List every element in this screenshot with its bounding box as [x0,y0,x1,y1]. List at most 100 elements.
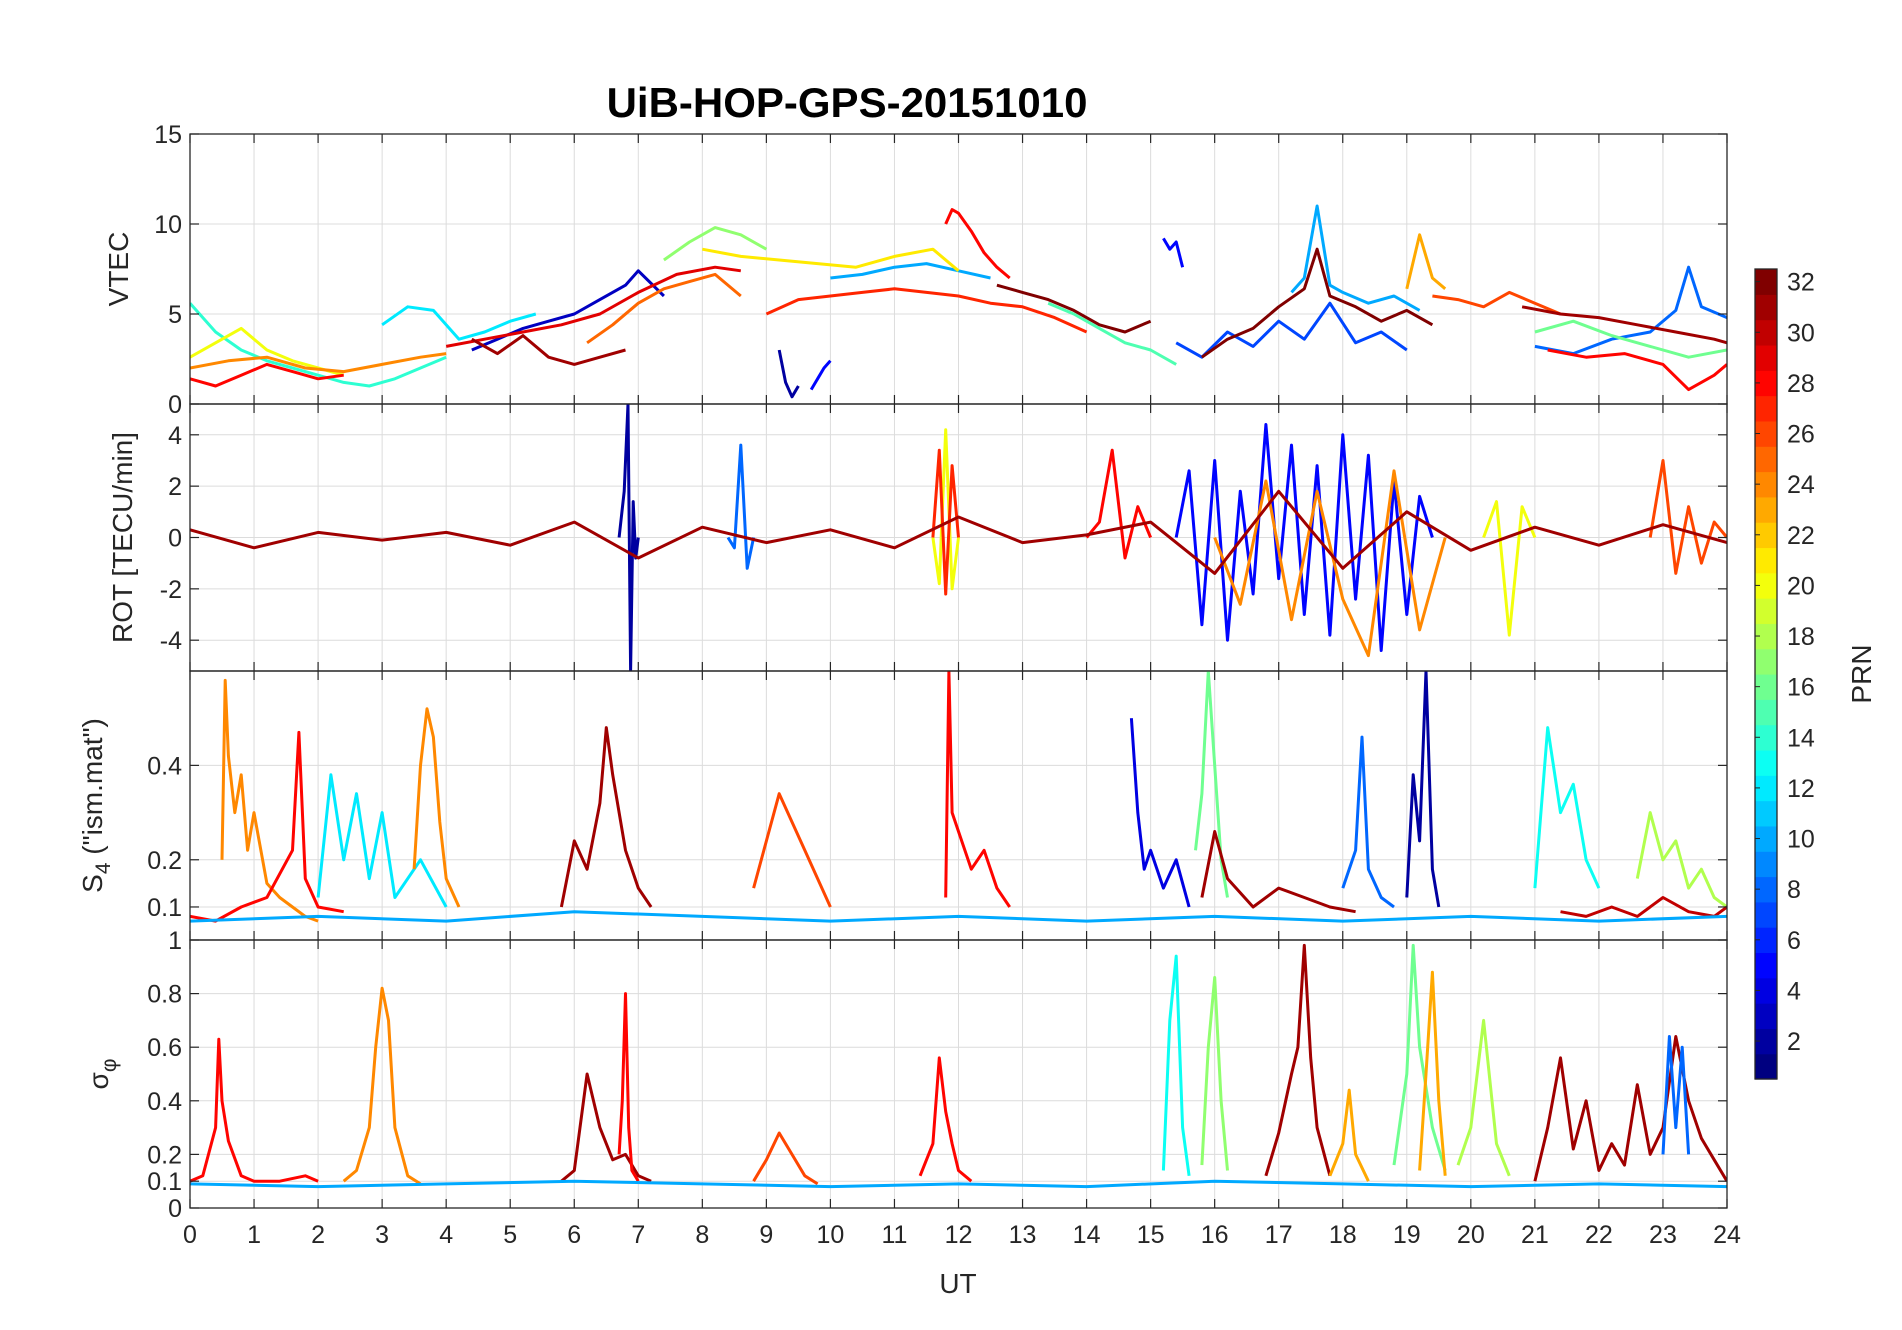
sigma_phi-series-prn-31-13 [1533,1035,1727,1182]
xtick-label: 1 [247,1221,261,1249]
panel-rot: -4 -2 0 2 4 ROT [TECU/min] [107,403,1728,672]
vtec-series-group [190,204,1727,399]
rot-series-prn-20-2 [931,428,960,591]
colorbar-segment [1755,724,1777,751]
xtick-label: 4 [439,1221,453,1249]
xtick-label: 11 [881,1221,907,1249]
colorbar-segment [1755,1028,1777,1055]
s4-series-prn-28-1 [190,730,344,923]
vtec-series-prn-8-21 [1534,265,1727,356]
colorbar-segment [1755,977,1777,1004]
colorbar-segment [1755,901,1777,928]
colorbar-label: PRN [1846,644,1877,703]
xtick-label: 15 [1137,1221,1165,1249]
xtick-label: 8 [695,1221,709,1249]
sigma_phi-ytick-label: 1 [168,927,182,955]
colorbar-segment [1755,522,1777,549]
colorbar-segment [1755,269,1777,295]
colorbar-tick-label: 8 [1787,876,1801,904]
vtec-series-prn-32-15 [996,283,1152,334]
s4-series-prn-10-15 [190,910,1727,923]
rot-series-prn-28-4 [1085,448,1152,560]
s4-series-prn-18-13 [1635,811,1727,909]
colorbar-segment [1755,1003,1777,1029]
vtec-series-prn-31-14 [471,334,626,366]
xtick-label: 22 [1585,1221,1613,1249]
colorbar-tick-label: 32 [1787,269,1815,297]
xtick-label: 18 [1329,1221,1357,1249]
colorbar-tick-label: 24 [1787,471,1815,499]
colorbar-segment [1755,395,1777,422]
sigma_phi-ytick-label: 0.1 [147,1168,182,1196]
vtec-series-prn-12-3 [381,305,537,341]
x-axis: 0 1 2 3 4 5 6 7 8 9 10 11 12 13 14 15 16 17 18 19 20 21 22 23 24 [183,1221,1741,1249]
vtec-series-prn-5-27 [1162,237,1185,268]
vtec-series-prn-27-10 [765,287,1088,334]
sigma_phi-series-prn-23-11 [1418,970,1447,1176]
sigma_phi-series-group [190,943,1727,1189]
s4-series-prn-8-10 [1341,735,1395,909]
vtec-series-prn-21-7 [702,247,960,272]
sigma_phi-ytick-label: 0.4 [147,1088,182,1116]
vtec-series-prn-26-19 [1432,290,1562,316]
colorbar-segment [1755,547,1777,574]
colorbar-segment [1755,749,1777,776]
xtick-label: 17 [1265,1221,1293,1249]
vtec-series-prn-2-25 [777,349,800,399]
rot-series-prn-20-7 [1482,500,1537,637]
vtec-series-prn-28-12 [944,208,1011,280]
colorbar-segment [1755,319,1777,346]
s4-series-prn-4-7 [1129,718,1191,908]
s4-series-prn-24-3 [412,707,461,908]
vtec-series-prn-5-26 [809,359,832,391]
xtick-label: 7 [631,1221,645,1249]
colorbar-segment [1755,623,1777,650]
vtec-series-prn-32-16 [1201,247,1434,359]
colorbar-segment [1755,648,1777,675]
xtick-label: 3 [375,1221,389,1249]
s4-series-prn-31-9 [1200,830,1356,914]
rot-ytick-label: 0 [168,525,182,553]
colorbar-segment [1755,699,1777,726]
sigma_phi-series-prn-28-5 [918,1056,973,1183]
vtec-ytick-label: 15 [154,121,182,149]
xtick-label: 6 [567,1221,581,1249]
s4-series-prn-2-11 [1405,671,1441,908]
rot-series-prn-8-1 [726,443,756,570]
vtec-series-prn-14-4 [190,302,447,388]
colorbar-tick-label: 26 [1787,421,1815,449]
colorbar-tick-label: 12 [1787,775,1815,803]
colorbar-tick-label: 4 [1787,977,1801,1005]
sigma_phi-series-prn-17-7 [1200,976,1229,1171]
colorbar-tick-label: 2 [1787,1028,1801,1056]
sigma_phi-series-prn-8-14 [1661,1035,1691,1155]
vtec-series-prn-28-11 [190,362,344,388]
colorbar-segment [1755,446,1777,473]
colorbar-tick-label: 18 [1787,623,1815,651]
vtec-series-prn-10-2 [830,262,991,280]
colorbar-tick-label: 16 [1787,674,1815,702]
vtec-ytick-label: 10 [154,211,182,239]
colorbar-segment [1755,674,1777,700]
rot-series-prn-5-5 [1174,423,1434,652]
xtick-label: 10 [817,1221,845,1249]
chart-title: UiB-HOP-GPS-20151010 [607,79,1088,126]
rot-series-group [190,404,1727,671]
colorbar-segment [1755,344,1777,371]
vtec-ytick-label: 0 [168,391,182,419]
vtec-series-prn-25-9 [586,272,742,345]
s4-series-group [190,671,1727,923]
sigma_phi-series-prn-18-12 [1456,1018,1511,1177]
sigma_phi-ytick-label: 0.6 [147,1034,182,1062]
s4-series-prn-16-8 [1194,671,1229,898]
colorbar-tick-label: 22 [1787,522,1815,550]
sigma_phi-series-prn-28-3 [617,992,640,1182]
colorbar-segment [1755,420,1777,447]
panel-s4: 0.1 0.2 0.4 S4 ("ism.mat") [77,670,1728,941]
vtec-series-prn-23-20 [1405,233,1447,290]
colorbar-segment [1755,800,1777,827]
colorbar-segment [1755,851,1777,878]
rot-series-prn-27-3 [931,448,960,596]
s4-ytick-label: 0.4 [147,752,182,780]
